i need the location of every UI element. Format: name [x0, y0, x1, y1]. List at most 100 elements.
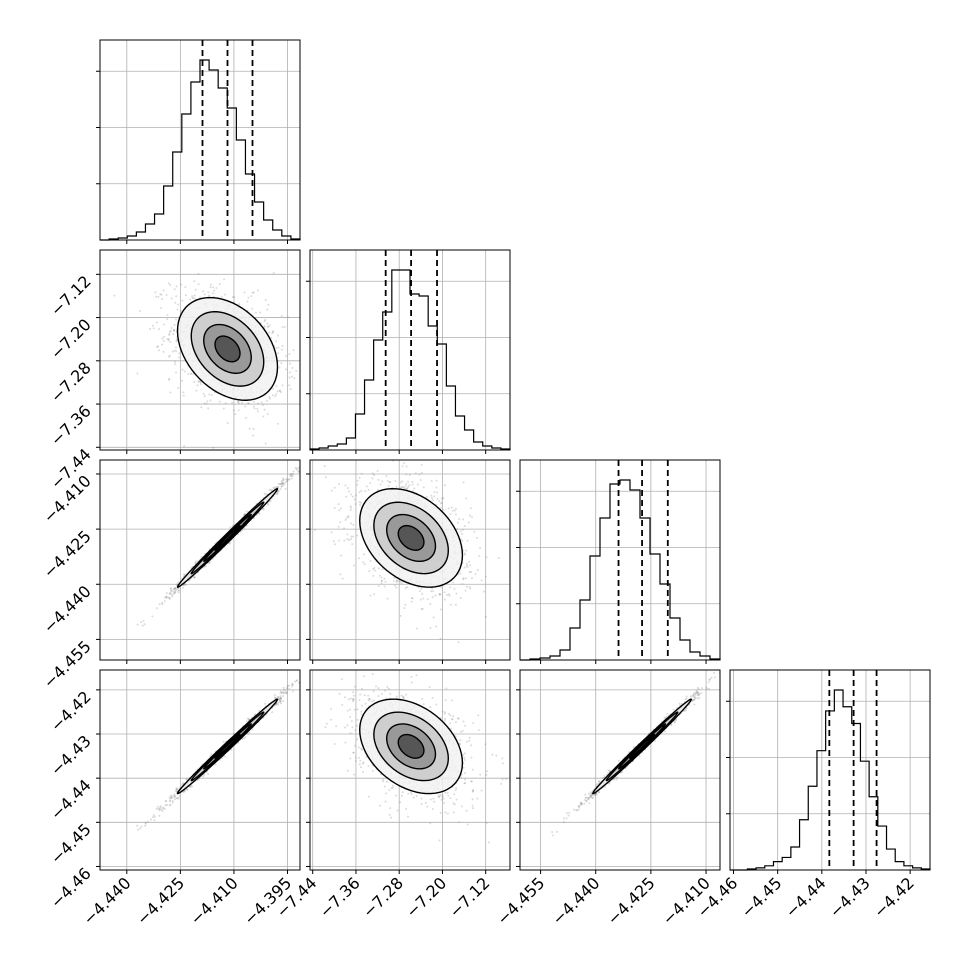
sample-point — [170, 589, 173, 592]
sample-point — [203, 402, 206, 405]
sample-point — [466, 539, 469, 542]
panel-frame — [99, 39, 301, 241]
sample-point — [232, 409, 235, 412]
sample-point — [177, 797, 180, 800]
sample-point — [223, 755, 226, 758]
sample-point — [243, 513, 246, 516]
sample-point — [469, 587, 472, 590]
panels — [96, 39, 931, 874]
sample-point — [465, 562, 468, 565]
sample-point — [284, 692, 287, 695]
sample-point — [392, 580, 395, 583]
sample-point — [394, 480, 397, 483]
sample-point — [259, 311, 262, 314]
sample-point — [447, 507, 450, 510]
sample-point — [430, 479, 433, 482]
sample-point — [165, 592, 168, 595]
sample-point — [252, 405, 255, 408]
sample-point — [183, 445, 186, 448]
sample-point — [356, 534, 359, 537]
sample-point — [194, 560, 197, 563]
sample-point — [210, 753, 213, 756]
sample-point — [411, 483, 414, 486]
sample-point — [271, 711, 274, 714]
sample-point — [199, 381, 202, 384]
sample-point — [347, 487, 350, 490]
hist-panel — [306, 249, 511, 454]
sample-point — [449, 586, 452, 589]
sample-point — [288, 478, 291, 481]
sample-point — [170, 587, 173, 590]
sample-point — [470, 516, 473, 519]
sample-point — [268, 397, 271, 400]
sample-point — [196, 384, 199, 387]
sample-point — [279, 697, 282, 700]
sample-point — [286, 478, 289, 481]
sample-point — [172, 587, 175, 590]
panel-frame — [99, 459, 301, 661]
sample-point — [279, 389, 282, 392]
sample-point — [214, 763, 217, 766]
sample-point — [405, 465, 408, 468]
sample-point — [288, 371, 291, 374]
sample-point — [285, 687, 288, 690]
sample-point — [285, 478, 288, 481]
sample-point — [389, 481, 392, 484]
sample-point — [168, 334, 171, 337]
sample-point — [352, 535, 355, 538]
sample-point — [307, 455, 309, 457]
sample-point — [274, 696, 277, 699]
sample-point — [276, 492, 279, 495]
sample-point — [163, 335, 166, 338]
sample-point — [408, 473, 411, 476]
sample-point — [348, 538, 351, 541]
sample-point — [399, 481, 402, 484]
sample-point — [343, 539, 346, 542]
sample-point — [174, 797, 177, 800]
sample-point — [254, 311, 257, 314]
sample-point — [285, 354, 288, 357]
sample-point — [270, 336, 273, 339]
sample-point — [254, 713, 257, 716]
sample-point — [349, 505, 352, 508]
sample-point — [236, 400, 239, 403]
sample-point — [442, 497, 445, 500]
sample-point — [286, 686, 289, 689]
sample-point — [452, 581, 455, 584]
sample-point — [276, 390, 279, 393]
sample-point — [172, 590, 175, 593]
sample-point — [316, 369, 318, 371]
sample-point — [243, 737, 246, 740]
sample-point — [278, 366, 281, 369]
panel-frame — [729, 669, 931, 871]
sample-point — [365, 485, 368, 488]
sample-point — [276, 334, 279, 337]
sample-point — [377, 567, 380, 570]
sample-point — [367, 488, 370, 491]
sample-point — [165, 293, 168, 296]
density-contour — [214, 335, 241, 363]
sample-point — [290, 473, 293, 476]
sample-point — [267, 325, 270, 328]
sample-point — [277, 422, 280, 425]
sample-point — [339, 573, 342, 576]
sample-point — [167, 596, 170, 599]
sample-point — [464, 553, 467, 556]
sample-point — [356, 483, 359, 486]
sample-point — [277, 696, 280, 699]
sample-point — [285, 692, 288, 695]
sample-point — [180, 379, 183, 382]
sample-point — [290, 375, 293, 378]
sample-point — [291, 690, 294, 693]
sample-point — [469, 571, 472, 574]
sample-point — [260, 401, 263, 404]
sample-point — [168, 377, 171, 380]
sample-point — [163, 600, 166, 603]
sample-point — [140, 621, 143, 624]
sample-point — [208, 562, 211, 565]
sample-point — [180, 283, 183, 286]
sample-point — [142, 619, 145, 622]
sample-point — [178, 795, 181, 798]
sample-point — [171, 796, 174, 799]
sample-point — [169, 340, 172, 343]
